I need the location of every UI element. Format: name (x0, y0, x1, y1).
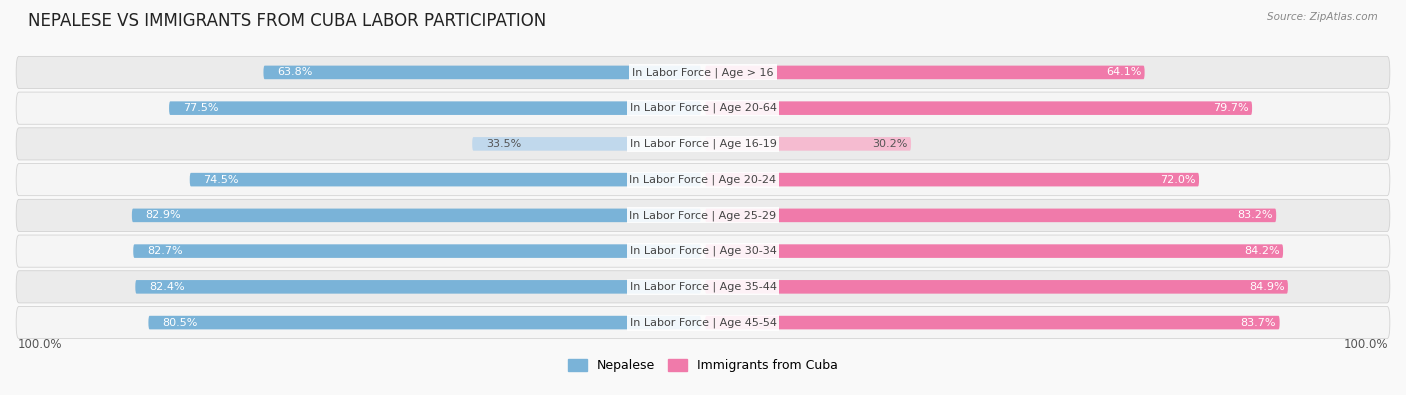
Legend: Nepalese, Immigrants from Cuba: Nepalese, Immigrants from Cuba (564, 354, 842, 377)
FancyBboxPatch shape (169, 102, 702, 115)
Text: 79.7%: 79.7% (1213, 103, 1249, 113)
FancyBboxPatch shape (15, 307, 1391, 339)
FancyBboxPatch shape (134, 245, 702, 258)
Text: 33.5%: 33.5% (486, 139, 522, 149)
Text: In Labor Force | Age 45-54: In Labor Force | Age 45-54 (630, 317, 776, 328)
FancyBboxPatch shape (149, 316, 702, 329)
FancyBboxPatch shape (704, 209, 1277, 222)
FancyBboxPatch shape (15, 164, 1391, 196)
Text: 80.5%: 80.5% (162, 318, 198, 327)
FancyBboxPatch shape (704, 245, 1284, 258)
FancyBboxPatch shape (15, 56, 1391, 88)
FancyBboxPatch shape (190, 173, 702, 186)
FancyBboxPatch shape (15, 235, 1391, 267)
FancyBboxPatch shape (15, 128, 1391, 160)
Text: 77.5%: 77.5% (183, 103, 218, 113)
FancyBboxPatch shape (704, 316, 1279, 329)
Text: 64.1%: 64.1% (1105, 68, 1142, 77)
Text: 30.2%: 30.2% (872, 139, 908, 149)
Text: 63.8%: 63.8% (277, 68, 312, 77)
Text: In Labor Force | Age 25-29: In Labor Force | Age 25-29 (630, 210, 776, 221)
Text: 82.9%: 82.9% (146, 211, 181, 220)
Text: In Labor Force | Age 16-19: In Labor Force | Age 16-19 (630, 139, 776, 149)
FancyBboxPatch shape (15, 199, 1391, 231)
FancyBboxPatch shape (704, 102, 1253, 115)
FancyBboxPatch shape (15, 92, 1391, 124)
Text: In Labor Force | Age > 16: In Labor Force | Age > 16 (633, 67, 773, 78)
Text: In Labor Force | Age 30-34: In Labor Force | Age 30-34 (630, 246, 776, 256)
Text: 100.0%: 100.0% (17, 338, 62, 351)
Text: Source: ZipAtlas.com: Source: ZipAtlas.com (1267, 12, 1378, 22)
FancyBboxPatch shape (704, 66, 1144, 79)
Text: 84.2%: 84.2% (1244, 246, 1279, 256)
Text: In Labor Force | Age 35-44: In Labor Force | Age 35-44 (630, 282, 776, 292)
Text: In Labor Force | Age 20-64: In Labor Force | Age 20-64 (630, 103, 776, 113)
FancyBboxPatch shape (263, 66, 702, 79)
Text: 74.5%: 74.5% (204, 175, 239, 184)
FancyBboxPatch shape (704, 137, 911, 150)
FancyBboxPatch shape (132, 209, 702, 222)
Text: 82.7%: 82.7% (148, 246, 183, 256)
Text: 100.0%: 100.0% (1344, 338, 1389, 351)
Text: 72.0%: 72.0% (1160, 175, 1195, 184)
FancyBboxPatch shape (15, 271, 1391, 303)
Text: 84.9%: 84.9% (1249, 282, 1285, 292)
FancyBboxPatch shape (135, 280, 702, 293)
Text: 82.4%: 82.4% (149, 282, 184, 292)
Text: NEPALESE VS IMMIGRANTS FROM CUBA LABOR PARTICIPATION: NEPALESE VS IMMIGRANTS FROM CUBA LABOR P… (28, 12, 547, 30)
Text: In Labor Force | Age 20-24: In Labor Force | Age 20-24 (630, 174, 776, 185)
FancyBboxPatch shape (704, 280, 1288, 293)
FancyBboxPatch shape (472, 137, 702, 150)
Text: 83.7%: 83.7% (1240, 318, 1277, 327)
FancyBboxPatch shape (704, 173, 1199, 186)
Text: 83.2%: 83.2% (1237, 211, 1272, 220)
